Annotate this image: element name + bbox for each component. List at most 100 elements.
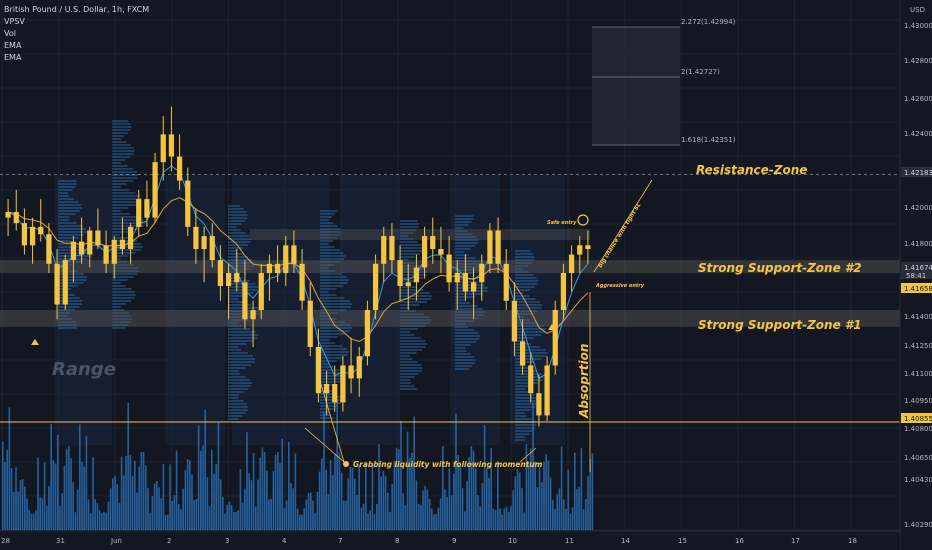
vp-bar	[228, 373, 240, 375]
vp-bar	[112, 138, 122, 140]
candle-body	[323, 383, 330, 394]
vp-bar	[515, 310, 538, 312]
volume-bar	[354, 478, 356, 530]
vp-bar	[112, 312, 129, 314]
volume-bar	[424, 485, 426, 530]
volume-bar	[453, 473, 455, 530]
volume-bar	[191, 474, 193, 530]
vp-bar	[112, 189, 129, 191]
vp-bar	[320, 357, 343, 359]
vp-bar	[320, 249, 340, 251]
volume-bar	[552, 499, 554, 530]
price-tick-label: 1.40430	[904, 476, 932, 484]
vp-bar	[455, 353, 472, 355]
price-axis[interactable]: USD 1.43000 1.42800 1.42600 1.42400 1.42183 1.…	[899, 0, 932, 550]
volume-bar	[367, 513, 369, 530]
volume-bar	[567, 469, 569, 530]
vp-bar	[455, 368, 469, 370]
time-axis[interactable]: 28 31 Jun 2 3 4 7 8 9 10 11 14 15 16 17 18	[0, 530, 900, 550]
volume-bar	[428, 498, 431, 530]
vp-bar	[112, 222, 146, 224]
vp-bar	[58, 186, 76, 188]
candle-body	[242, 282, 248, 320]
vp-bar	[58, 198, 75, 200]
vp-bar	[400, 220, 418, 222]
candle-body	[389, 236, 395, 261]
volume-bar	[248, 473, 250, 530]
vp-bar	[228, 379, 250, 381]
volume-bar	[347, 478, 349, 530]
time-tick-label: 9	[452, 537, 456, 545]
candle-body	[364, 310, 371, 357]
vp-bar	[228, 223, 242, 225]
price-tick-label: 1.42600	[904, 95, 932, 103]
vp-bar	[320, 237, 338, 239]
time-tick-label: 17	[791, 537, 800, 545]
vp-bar	[228, 322, 240, 324]
volume-bar	[356, 494, 358, 530]
vp-bar	[455, 278, 470, 280]
indicator-vol[interactable]: Vol	[4, 29, 16, 38]
vp-bar	[455, 344, 472, 346]
volume-bar	[461, 488, 464, 530]
vp-bar	[455, 263, 483, 265]
vp-bar	[320, 414, 332, 416]
vp-bar	[320, 339, 330, 341]
fib-label: 1.618(1.42351)	[681, 136, 736, 144]
vp-bar	[515, 283, 538, 285]
vp-bar	[515, 346, 540, 348]
volume-bar	[574, 452, 576, 530]
volume-bar	[85, 435, 88, 530]
vp-bar	[400, 337, 421, 339]
vp-bar	[58, 279, 87, 281]
time-axis-bg	[0, 531, 900, 550]
vp-bar	[455, 236, 477, 238]
volume-bar	[26, 498, 28, 530]
vp-bar	[228, 304, 252, 306]
symbol-title[interactable]: British Pound / U.S. Dollar, 1h, FXCM	[4, 5, 150, 14]
candle-body	[495, 230, 501, 264]
candle-body	[160, 134, 166, 163]
volume-bar	[63, 465, 66, 530]
vp-bar	[320, 315, 329, 317]
price-tick-label: 1.42400	[904, 130, 932, 138]
volume-bar	[30, 513, 33, 530]
vp-bar	[320, 369, 340, 371]
vp-bar	[515, 274, 534, 276]
price-tick-label: 1.42800	[904, 57, 932, 65]
vp-bar	[400, 328, 419, 330]
vp-bar	[400, 250, 423, 252]
indicator-ema-2[interactable]: EMA	[4, 53, 22, 62]
volume-bar	[549, 477, 552, 530]
volume-bar	[217, 421, 220, 530]
indicator-vpsv[interactable]: VPSV	[4, 17, 25, 26]
volume-bar	[138, 466, 140, 530]
vp-bar	[58, 285, 78, 287]
volume-bar	[184, 470, 187, 530]
volume-bar	[35, 510, 37, 530]
vp-bar	[400, 262, 415, 264]
volume-bar	[241, 502, 244, 530]
vp-bar	[400, 229, 417, 231]
vp-bar	[320, 363, 330, 365]
vp-bar	[112, 207, 129, 209]
indicator-ema-1[interactable]: EMA	[4, 41, 22, 50]
vp-bar	[515, 307, 542, 309]
vp-bar	[112, 255, 129, 257]
volume-bar	[118, 503, 121, 530]
candle-body	[136, 199, 142, 227]
candle-body	[446, 254, 452, 283]
volume-bar	[296, 508, 299, 530]
vp-bar	[58, 297, 80, 299]
time-tick-label: 28	[1, 537, 10, 545]
volume-bar	[345, 500, 347, 530]
volume-bar	[252, 452, 255, 530]
vp-bar	[400, 289, 424, 291]
vp-bar	[58, 324, 78, 326]
vp-bar	[455, 335, 481, 337]
volume-bar	[41, 498, 44, 530]
vp-bar	[112, 288, 132, 290]
vp-bar	[515, 280, 539, 282]
session-zone	[55, 175, 112, 445]
